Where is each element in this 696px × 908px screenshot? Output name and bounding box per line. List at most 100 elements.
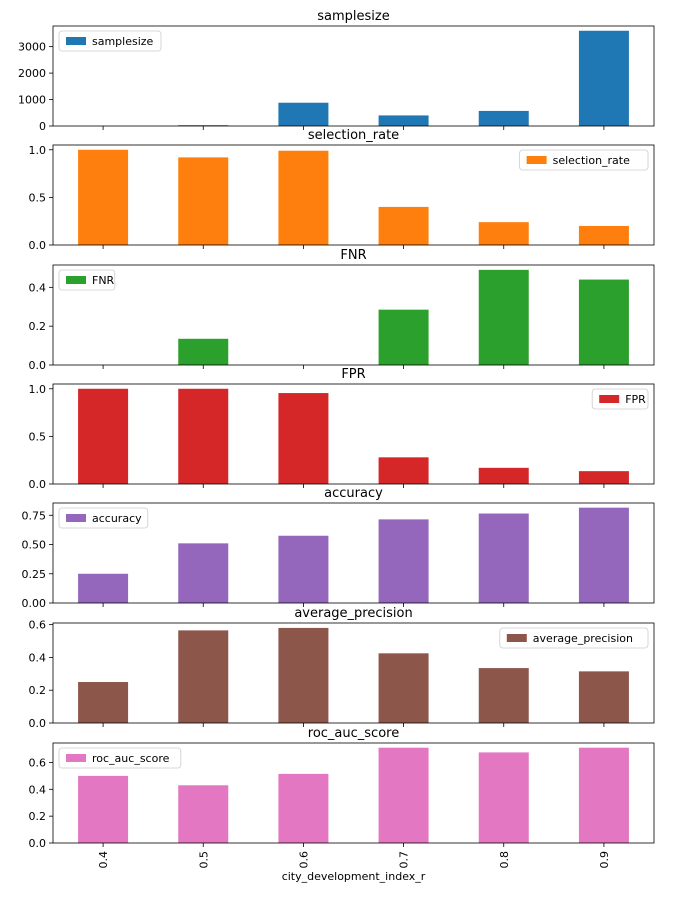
panel-FPR: FPR 0.0 0.5 1.0 FPR bbox=[29, 367, 655, 491]
x-tick-label: 0.7 bbox=[398, 851, 411, 869]
bar-accuracy-0.7 bbox=[378, 519, 429, 603]
y-tick-label: 0.75 bbox=[22, 509, 47, 522]
bar-average-precision-0.9 bbox=[578, 671, 629, 723]
y-tick-label: 0 bbox=[39, 120, 46, 133]
legend: FNR bbox=[58, 269, 116, 291]
bar-accuracy-0.5 bbox=[178, 543, 229, 603]
bar-selection-rate-0.9 bbox=[578, 225, 629, 245]
legend-box bbox=[58, 747, 182, 769]
y-tick-label: 0.5 bbox=[29, 191, 47, 204]
x-axis-label: city_development_index_r bbox=[282, 870, 426, 883]
bar-accuracy-0.9 bbox=[578, 507, 629, 603]
y-tick-label: 0.2 bbox=[29, 320, 47, 333]
bar-FPR-0.7 bbox=[378, 457, 429, 484]
bar-FNR-0.9 bbox=[578, 279, 629, 365]
bar-accuracy-0.8 bbox=[478, 513, 529, 603]
y-tick-label: 0.5 bbox=[29, 430, 47, 443]
panel-title: roc_auc_score bbox=[308, 726, 399, 741]
bar-roc-auc-score-0.4 bbox=[78, 775, 129, 843]
y-tick-label: 0.0 bbox=[29, 717, 47, 730]
y-tick-label: 0.0 bbox=[29, 478, 47, 491]
bar-average-precision-0.7 bbox=[378, 653, 429, 723]
legend-swatch bbox=[66, 37, 86, 45]
y-tick-label: 0.0 bbox=[29, 837, 47, 850]
legend-label: FNR bbox=[92, 274, 115, 287]
panel-average-precision: average_precision 0.0 0.2 0.4 0.6 average_pre… bbox=[29, 606, 655, 730]
legend-box bbox=[58, 30, 162, 52]
legend-swatch bbox=[66, 514, 86, 522]
y-tick-label: 1000 bbox=[18, 94, 46, 107]
x-tick-label: 0.8 bbox=[498, 851, 511, 869]
panel-samplesize: samplesize 0 1000 2000 3000 samplesize bbox=[18, 9, 655, 133]
bar-FNR-0.8 bbox=[478, 269, 529, 365]
legend-swatch bbox=[66, 276, 86, 284]
legend: accuracy bbox=[58, 507, 149, 529]
legend-box bbox=[591, 388, 649, 410]
y-tick-label: 0.25 bbox=[22, 568, 47, 581]
legend: roc_auc_score bbox=[58, 747, 182, 769]
bar-samplesize-0.6 bbox=[278, 102, 329, 126]
bar-accuracy-0.6 bbox=[278, 535, 329, 603]
bar-average-precision-0.5 bbox=[178, 630, 229, 723]
legend-label: selection_rate bbox=[553, 154, 631, 167]
legend-swatch bbox=[66, 754, 86, 762]
panel-title: average_precision bbox=[294, 606, 412, 621]
bar-roc-auc-score-0.6 bbox=[278, 773, 329, 843]
bar-average-precision-0.4 bbox=[78, 682, 129, 723]
y-tick-label: 0.2 bbox=[29, 684, 47, 697]
bar-selection-rate-0.8 bbox=[478, 222, 529, 245]
bar-samplesize-0.8 bbox=[478, 110, 529, 126]
axes-frame bbox=[52, 264, 655, 366]
x-tick-label: 0.5 bbox=[197, 851, 210, 869]
legend-box bbox=[499, 627, 649, 649]
legend-label: FPR bbox=[625, 393, 646, 406]
bar-roc-auc-score-0.8 bbox=[478, 752, 529, 843]
legend-label: roc_auc_score bbox=[92, 752, 170, 765]
panel-selection-rate: selection_rate 0.0 0.5 1.0 selection_rate bbox=[29, 128, 655, 252]
bar-roc-auc-score-0.5 bbox=[178, 785, 229, 843]
bar-FNR-0.7 bbox=[378, 309, 429, 365]
axes-frame bbox=[52, 144, 655, 246]
y-tick-label: 2000 bbox=[18, 67, 46, 80]
bar-FPR-0.8 bbox=[478, 467, 529, 484]
y-tick-label: 0.4 bbox=[29, 281, 47, 294]
panel-roc-auc-score: roc_auc_score 0.0 0.2 0.4 0.6 roc_auc_score bbox=[29, 726, 655, 850]
bar-FPR-0.5 bbox=[178, 388, 229, 484]
legend-label: average_precision bbox=[533, 632, 633, 645]
y-tick-label: 0.2 bbox=[29, 810, 47, 823]
legend: average_precision bbox=[499, 627, 649, 649]
bar-selection-rate-0.6 bbox=[278, 150, 329, 245]
axes-frame bbox=[52, 742, 655, 844]
y-tick-label: 0.4 bbox=[29, 783, 47, 796]
y-tick-label: 0.0 bbox=[29, 359, 47, 372]
axes-frame bbox=[52, 502, 655, 604]
panel-title: FPR bbox=[341, 367, 365, 382]
axes-frame bbox=[52, 25, 655, 127]
y-tick-label: 0.6 bbox=[29, 756, 47, 769]
panel-title: FNR bbox=[340, 248, 366, 263]
legend-box bbox=[519, 149, 649, 171]
y-tick-label: 3000 bbox=[18, 41, 46, 54]
y-tick-label: 1.0 bbox=[29, 383, 47, 396]
legend-box bbox=[58, 269, 116, 291]
bar-FNR-0.5 bbox=[178, 338, 229, 365]
y-tick-label: 0.4 bbox=[29, 651, 47, 664]
x-tick-label: 0.6 bbox=[297, 851, 310, 869]
bar-accuracy-0.4 bbox=[78, 573, 129, 603]
x-tick-label: 0.9 bbox=[598, 851, 611, 869]
bar-selection-rate-0.5 bbox=[178, 157, 229, 245]
bar-average-precision-0.8 bbox=[478, 668, 529, 723]
panel-accuracy: accuracy 0.00 0.25 0.50 0.75 accuracy bbox=[22, 486, 655, 610]
bar-roc-auc-score-0.9 bbox=[578, 747, 629, 843]
panel-FNR: FNR 0.0 0.2 0.4 FNR bbox=[29, 248, 655, 372]
legend: FPR bbox=[591, 388, 649, 410]
bar-FPR-0.4 bbox=[78, 388, 129, 484]
panel-title: selection_rate bbox=[308, 128, 399, 143]
bar-FPR-0.6 bbox=[278, 393, 329, 484]
bar-samplesize-0.9 bbox=[578, 30, 629, 127]
legend-swatch bbox=[506, 634, 527, 642]
bar-roc-auc-score-0.7 bbox=[378, 747, 429, 843]
legend: samplesize bbox=[58, 30, 162, 52]
bar-average-precision-0.6 bbox=[278, 627, 329, 723]
